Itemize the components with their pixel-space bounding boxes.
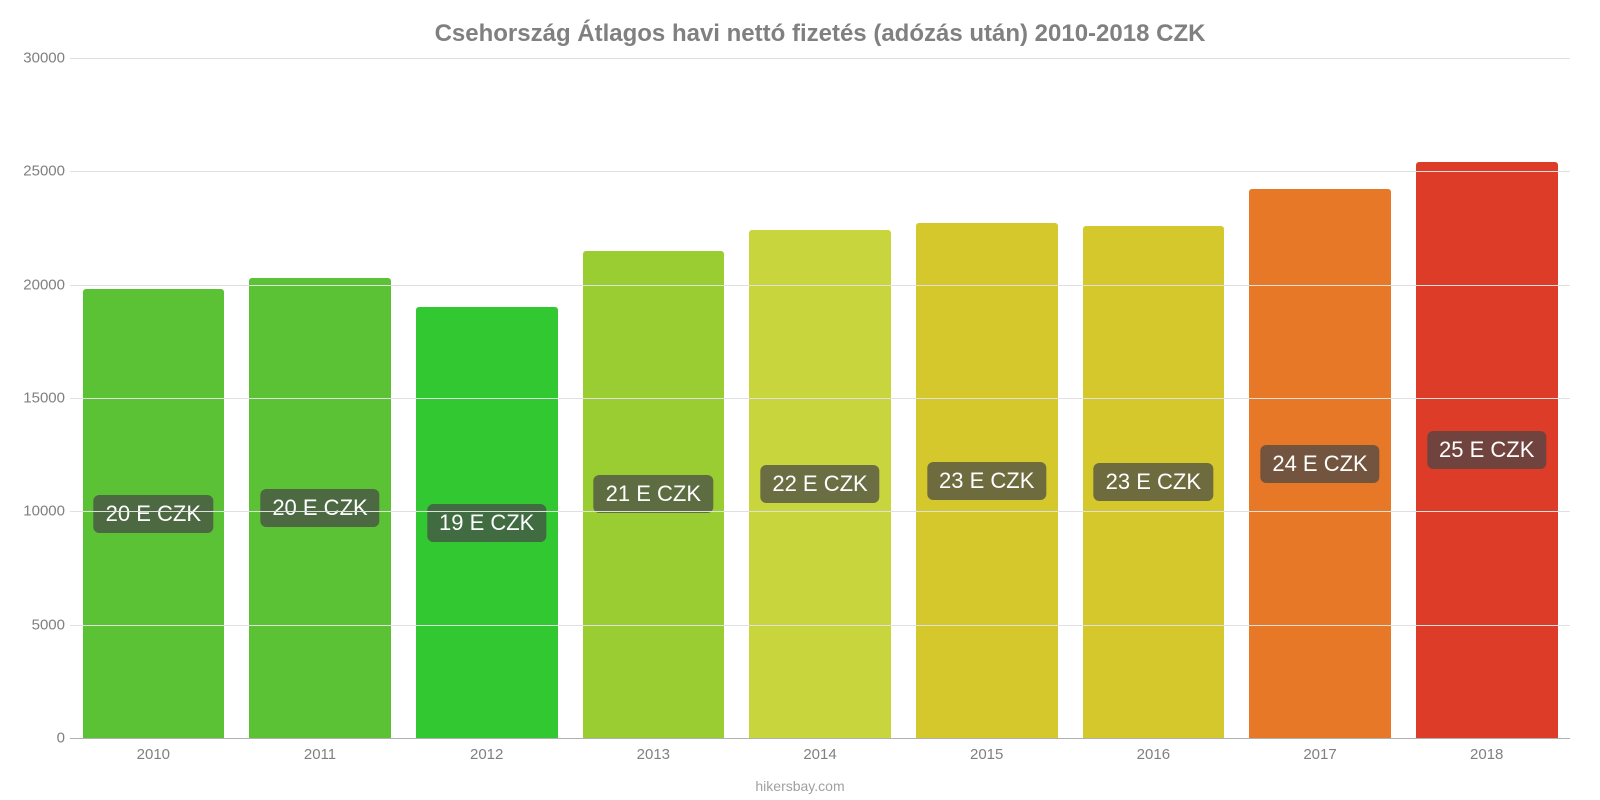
x-tick-label: 2014: [737, 746, 904, 763]
bar-value-label: 19 E CZK: [427, 504, 546, 542]
grid-line: [70, 511, 1570, 512]
grid-line: [70, 285, 1570, 286]
plot-area: 050001000015000200002500030000 20 E CZK2…: [70, 58, 1570, 738]
bar: 23 E CZK: [1083, 226, 1225, 738]
y-tick-label: 25000: [5, 163, 65, 180]
y-axis: 050001000015000200002500030000: [20, 58, 65, 738]
x-tick-label: 2018: [1403, 746, 1570, 763]
grid-line: [70, 58, 1570, 59]
baseline: [70, 738, 1570, 739]
y-tick-label: 5000: [5, 616, 65, 633]
bar: 19 E CZK: [416, 307, 558, 738]
footer-credit: hikersbay.com: [0, 778, 1600, 794]
chart-container: Csehország Átlagos havi nettó fizetés (a…: [0, 0, 1600, 800]
x-tick-label: 2015: [903, 746, 1070, 763]
bar-value-label: 21 E CZK: [594, 475, 713, 513]
x-tick-label: 2010: [70, 746, 237, 763]
y-tick-label: 30000: [5, 50, 65, 67]
chart-title: Csehország Átlagos havi nettó fizetés (a…: [70, 20, 1570, 48]
grid-line: [70, 625, 1570, 626]
y-tick-label: 15000: [5, 390, 65, 407]
bar-value-label: 20 E CZK: [94, 495, 213, 533]
x-tick-label: 2013: [570, 746, 737, 763]
bar: 24 E CZK: [1249, 189, 1391, 738]
x-tick-label: 2011: [237, 746, 404, 763]
bar: 21 E CZK: [583, 251, 725, 738]
x-tick-label: 2016: [1070, 746, 1237, 763]
bar: 20 E CZK: [249, 278, 391, 738]
bar-value-label: 20 E CZK: [260, 489, 379, 527]
y-tick-label: 10000: [5, 503, 65, 520]
bar-value-label: 25 E CZK: [1427, 431, 1546, 469]
x-tick-label: 2017: [1237, 746, 1404, 763]
bar-value-label: 23 E CZK: [1094, 463, 1213, 501]
bar: 23 E CZK: [916, 223, 1058, 738]
y-tick-label: 20000: [5, 276, 65, 293]
bar-value-label: 23 E CZK: [927, 462, 1046, 500]
grid-line: [70, 398, 1570, 399]
bar: 22 E CZK: [749, 230, 891, 738]
bar-value-label: 22 E CZK: [760, 465, 879, 503]
bar: 20 E CZK: [83, 289, 225, 738]
x-tick-label: 2012: [403, 746, 570, 763]
bar: 25 E CZK: [1416, 162, 1558, 738]
bar-value-label: 24 E CZK: [1260, 445, 1379, 483]
y-tick-label: 0: [5, 730, 65, 747]
grid-line: [70, 171, 1570, 172]
x-axis: 201020112012201320142015201620172018: [70, 746, 1570, 763]
